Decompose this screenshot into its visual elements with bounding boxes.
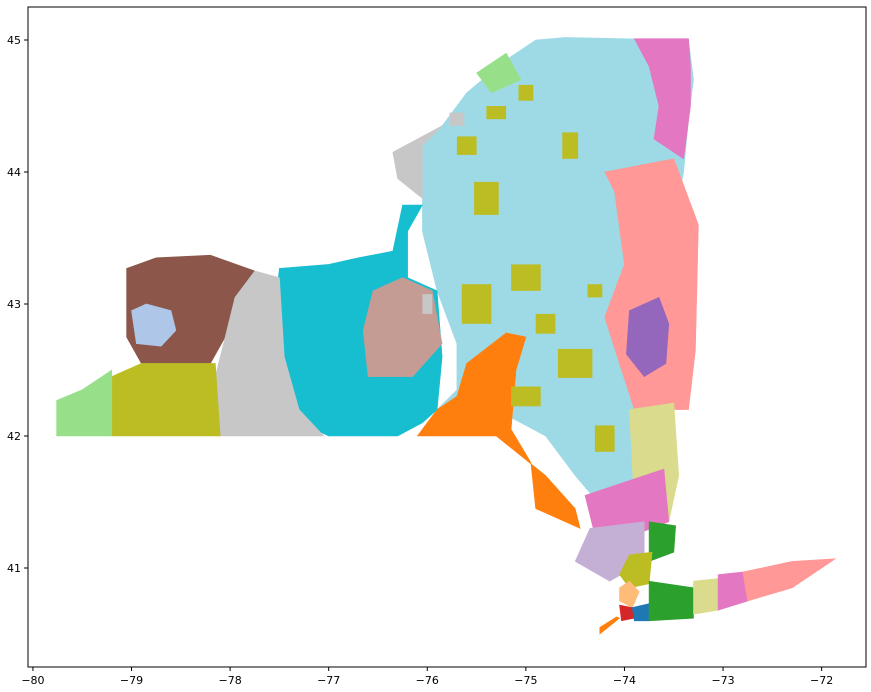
x-tick-label: −74 xyxy=(613,674,636,687)
district-patch xyxy=(474,181,499,215)
district-patch xyxy=(486,106,507,120)
region-r-khaki-li xyxy=(693,578,719,615)
x-tick-label: −75 xyxy=(514,674,537,687)
district-patch xyxy=(461,284,492,324)
y-tick-label: 42 xyxy=(7,430,21,443)
x-tick-label: −79 xyxy=(120,674,143,687)
district-patch xyxy=(456,136,477,155)
plot-frame xyxy=(27,6,867,668)
region-r-cyan xyxy=(274,204,443,437)
district-patch xyxy=(594,425,615,452)
region-r-grey-north xyxy=(392,125,443,200)
region-r-tan xyxy=(362,277,443,377)
x-tick-label: −72 xyxy=(810,674,833,687)
y-tick-label: 43 xyxy=(7,298,21,311)
district-patch xyxy=(449,112,465,126)
region-r-lightgreen-west xyxy=(56,369,113,437)
region-r-lightsteel xyxy=(131,303,177,347)
y-axis: 41 42 43 44 45 xyxy=(7,34,28,575)
district-patch xyxy=(562,132,579,159)
region-r-grey-center xyxy=(214,270,325,437)
region-r-orange xyxy=(416,332,581,529)
region-layer xyxy=(56,37,837,635)
region-r-purple-capital xyxy=(626,296,670,377)
x-tick-label: −78 xyxy=(218,674,241,687)
region-r-salmon-li xyxy=(742,558,837,602)
x-tick-label: −77 xyxy=(317,674,340,687)
district-patch xyxy=(557,348,593,378)
region-r-peach-nyc xyxy=(619,580,640,609)
district-patch xyxy=(511,264,541,291)
region-r-pink-north xyxy=(633,38,691,160)
y-tick-label: 44 xyxy=(7,166,21,179)
y-tick-label: 45 xyxy=(7,34,21,47)
x-tick-label: −76 xyxy=(416,674,439,687)
x-axis: −80 −79 −78 −77 −76 −75 −74 −73 −72 xyxy=(21,667,833,687)
district-patch xyxy=(422,294,433,314)
y-tick-label: 41 xyxy=(7,562,21,575)
region-r-green-west xyxy=(648,521,677,562)
district-patch xyxy=(587,284,603,298)
region-r-orange-si xyxy=(599,616,621,635)
region-r-lightgreen-north xyxy=(476,52,522,94)
x-tick-label: −80 xyxy=(21,674,44,687)
region-r-olive-west xyxy=(111,363,221,437)
region-r-olive-westchester xyxy=(619,551,653,589)
district-patch xyxy=(518,84,534,101)
x-tick-label: −73 xyxy=(711,674,734,687)
district-patch xyxy=(511,386,541,407)
region-r-green-li xyxy=(648,580,694,622)
district-patch xyxy=(535,313,556,334)
patch-layer xyxy=(422,84,615,452)
